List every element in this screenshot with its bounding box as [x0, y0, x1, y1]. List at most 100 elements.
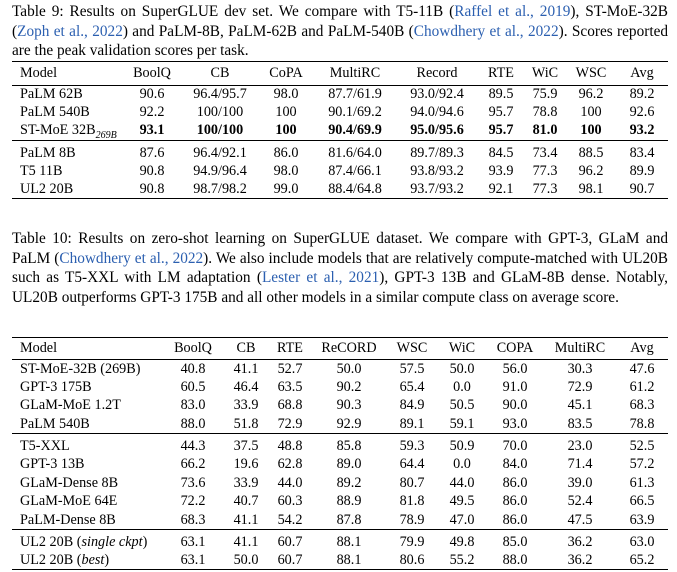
score-cell: 65.4: [399, 378, 425, 395]
score-cell: 33.9: [233, 474, 259, 491]
citation-link[interactable]: Chowdhery et al., 2022: [59, 249, 204, 267]
column-header: COPA: [486, 337, 544, 360]
score-cell: 68.3: [629, 397, 655, 414]
citation-link[interactable]: Lester et al., 2021: [261, 269, 380, 287]
score-cell: 63.9: [629, 511, 655, 528]
model-name-cell: GLaM-Dense 8B: [20, 474, 119, 491]
model-note: best: [81, 551, 105, 568]
citation-link[interactable]: Chowdhery et al., 2022: [413, 22, 559, 40]
score-cell: 89.9: [629, 162, 655, 179]
score-cell: 83.4: [616, 140, 668, 163]
score-cell: 90.0: [502, 397, 528, 414]
score-cell: 37.5: [224, 433, 268, 456]
header-row: Model BoolQ CB RTE ReCORD WSC WiC COPA MultiRC Av…: [12, 337, 668, 360]
caption-text: ). Scores reported are the peak validati…: [12, 22, 669, 60]
score-cell: 94.9/96.4: [193, 162, 247, 179]
score-cell: 50.0: [336, 360, 362, 377]
model-name-cell: UL2 20B (single ckpt): [12, 529, 162, 552]
column-header: BoolQ: [122, 61, 182, 86]
column-header: BoolQ: [162, 337, 224, 360]
score-cell: 96.2: [578, 86, 604, 103]
score-cell: 66.5: [629, 493, 655, 510]
score-cell: 59.1: [449, 415, 475, 432]
score-cell: 95.7: [488, 104, 514, 120]
score-cell: 50.0: [224, 551, 268, 571]
score-cell: 56.0: [502, 360, 528, 377]
table-row: PaLM-Dense 8B 68.3 41.1 54.2 87.8 78.9 47.0 86.…: [12, 511, 668, 530]
score-cell: 88.9: [336, 493, 362, 510]
column-header: ReCORD: [312, 337, 386, 360]
column-header: RTE: [268, 337, 312, 360]
score-cell: 92.1: [478, 180, 524, 199]
caption-text: ) and PaLM-8B, PaLM-62B and PaLM-540B (: [122, 22, 414, 40]
column-header: CoPA: [258, 61, 314, 86]
score-cell: 78.8: [629, 415, 655, 432]
score-cell: 89.2: [336, 474, 362, 491]
table10-caption: Table 10: Results on zero-shot learning …: [12, 229, 668, 307]
column-header: MultiRC: [314, 61, 396, 86]
column-header: WSC: [566, 61, 616, 86]
score-cell: 77.3: [524, 180, 566, 199]
column-header: Avg: [616, 337, 668, 360]
score-cell: 93.7/93.2: [396, 180, 478, 199]
score-cell: 88.0: [486, 551, 544, 571]
score-cell: 44.0: [449, 474, 475, 491]
model-name-cell: UL2 20B: [12, 180, 122, 199]
score-cell: 60.5: [180, 378, 206, 395]
score-cell: 51.8: [233, 415, 259, 432]
score-cell: 60.7: [268, 551, 312, 571]
score-cell: 90.6: [139, 86, 165, 103]
score-cell: 83.0: [180, 397, 206, 414]
score-cell: 93.1: [139, 122, 165, 139]
score-cell: 39.0: [567, 474, 593, 491]
score-cell: 78.8: [532, 104, 558, 120]
table-row: PaLM 540B 92.2 100/100 100 90.1/69.2 94.0/94.…: [12, 104, 668, 122]
score-cell: 96.4/95.7: [193, 86, 247, 103]
citation-link[interactable]: Raffel et al., 2019: [454, 3, 571, 20]
score-cell: 57.5: [399, 360, 425, 377]
score-cell: 40.7: [233, 493, 259, 510]
table-row: UL2 20B 90.8 98.7/98.2 99.0 88.4/64.8 93.7/93…: [12, 180, 668, 199]
column-header: Record: [396, 61, 478, 86]
score-cell: 50.9: [438, 433, 486, 456]
score-cell: 100: [275, 104, 297, 120]
score-cell: 52.5: [616, 433, 668, 456]
score-cell: 92.9: [336, 415, 362, 432]
table-row: PaLM 540B 88.0 51.8 72.9 92.9 89.1 59.1 93.0 83.…: [12, 415, 668, 434]
score-cell: 99.0: [258, 180, 314, 199]
score-cell: 96.4/92.1: [182, 140, 258, 163]
table-row: GPT-3 175B 60.5 46.4 63.5 90.2 65.4 0.0 91.0 72.…: [12, 378, 668, 397]
score-cell: 96.2: [578, 162, 604, 179]
score-cell: 77.3: [532, 162, 558, 179]
score-cell: 84.0: [502, 456, 528, 473]
column-header: WiC: [524, 61, 566, 86]
score-cell: 44.0: [277, 474, 303, 491]
score-cell: 72.2: [180, 493, 206, 510]
score-cell: 71.4: [567, 456, 593, 473]
table-row: GPT-3 13B 66.2 19.6 62.8 89.0 64.4 0.0 84.0 71.4…: [12, 455, 668, 474]
score-cell: 55.2: [438, 551, 486, 571]
model-name-cell: T5 11B: [20, 162, 63, 179]
column-header: Model: [12, 61, 122, 86]
score-cell: 90.1/69.2: [328, 104, 382, 120]
caption-text: ), ST-MoE-32B (: [12, 3, 668, 40]
score-cell: 73.6: [180, 474, 206, 491]
score-cell: 89.2: [629, 86, 655, 103]
score-cell: 50.0: [449, 360, 475, 377]
score-cell: 62.8: [277, 456, 303, 473]
citation-link[interactable]: Zoph et al., 2022: [17, 22, 123, 40]
score-cell: 92.6: [629, 104, 655, 120]
table-row: UL2 20B (single ckpt) 63.1 41.1 60.7 88.1 79.…: [12, 529, 668, 552]
score-cell: 61.3: [629, 474, 655, 491]
score-cell: 90.7: [616, 180, 668, 199]
score-cell: 72.9: [277, 415, 303, 432]
score-cell: 98.0: [273, 162, 299, 179]
column-header: WiC: [438, 337, 486, 360]
score-cell: 89.7/89.3: [396, 140, 478, 163]
score-cell: 72.9: [567, 378, 593, 395]
table-row: ST-MoE-32B (269B) 40.8 41.1 52.7 50.0 57.5 50.…: [12, 360, 668, 379]
score-cell: 91.0: [502, 378, 528, 395]
score-cell: 100/100: [196, 104, 244, 120]
score-cell: 63.5: [277, 378, 303, 395]
table-row: PaLM 8B 87.6 96.4/92.1 86.0 81.6/64.0 89.7/89…: [12, 140, 668, 163]
